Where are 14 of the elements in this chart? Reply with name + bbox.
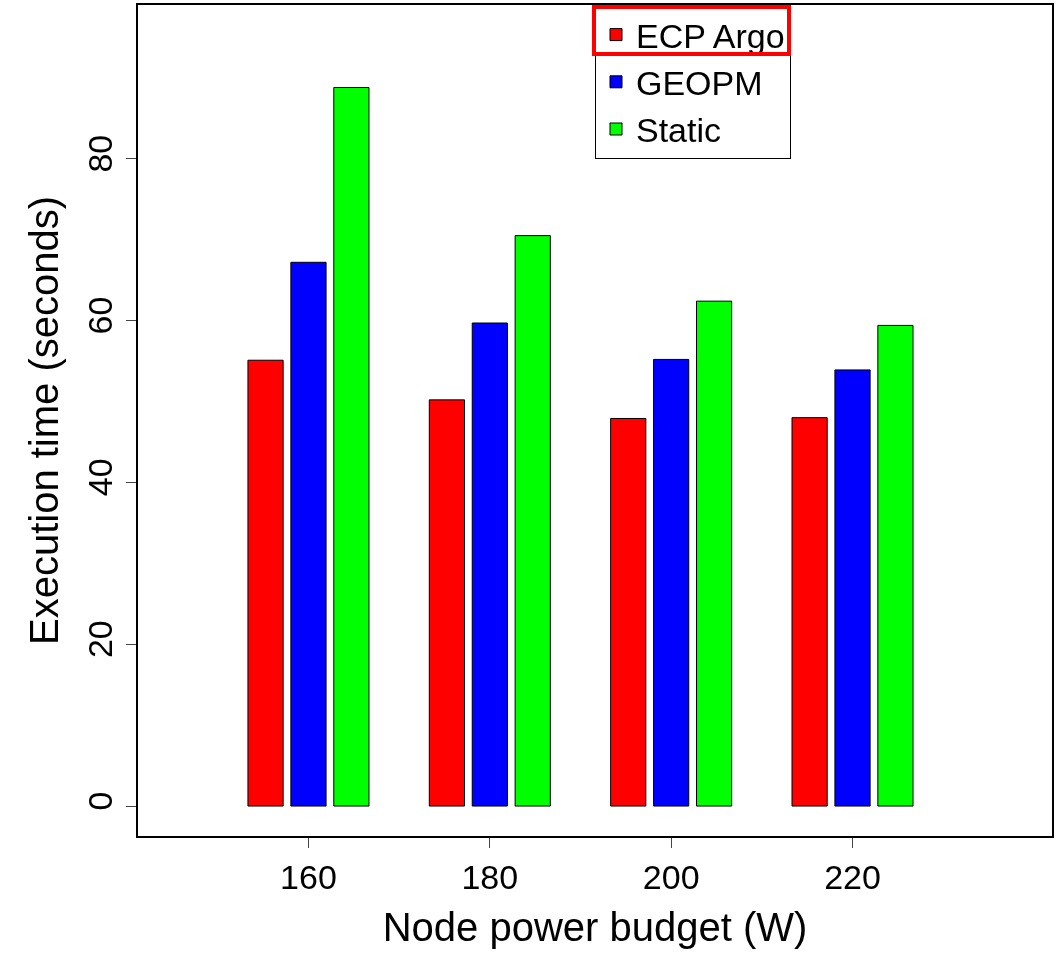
x-tick-label: 180 <box>461 857 519 896</box>
y-tick-label: 40 <box>81 458 120 497</box>
x-tick-label: 220 <box>824 857 881 896</box>
x-tick-label: 200 <box>642 857 700 896</box>
y-tick-label: 0 <box>81 791 120 811</box>
y-tick-label: 80 <box>81 134 120 173</box>
y-tick-label: 20 <box>81 620 120 659</box>
x-axis-title: Node power budget (W) <box>382 904 808 949</box>
y-axis-title: Execution time (seconds) <box>22 195 67 646</box>
legend-label: Static <box>636 111 722 150</box>
x-tick-label: 160 <box>280 857 337 896</box>
legend-label: ECP Argo <box>636 16 785 55</box>
legend-label: GEOPM <box>636 64 763 103</box>
y-tick-label: 60 <box>81 296 120 335</box>
